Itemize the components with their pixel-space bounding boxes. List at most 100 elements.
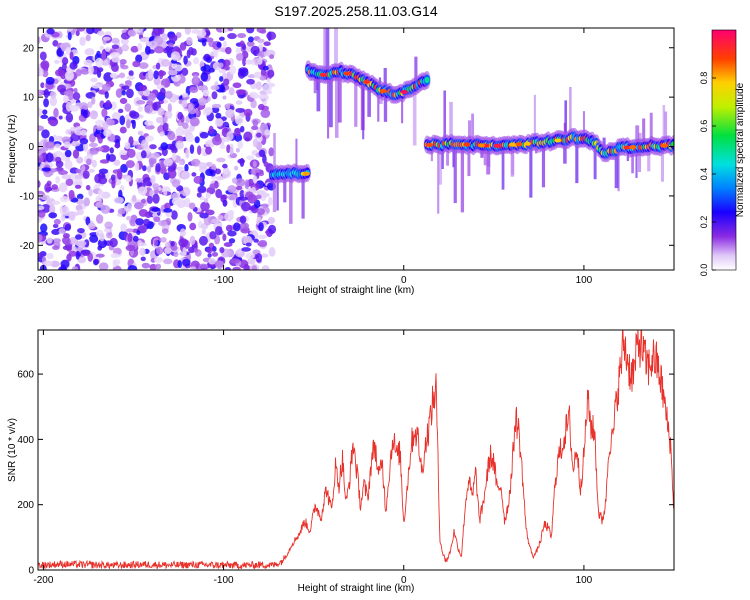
- heatmap-noise-blob: [119, 59, 127, 65]
- heatmap-noise-blob: [153, 216, 161, 223]
- heatmap-noise-blob: [88, 168, 95, 173]
- heatmap-noise-blob: [235, 100, 243, 105]
- heatmap-noise-blob: [44, 183, 52, 193]
- heatmap-noise-blob: [120, 223, 127, 232]
- heatmap-noise-blob: [157, 220, 168, 227]
- heatmap-noise-blob: [111, 112, 122, 121]
- heatmap-noise-blob: [230, 258, 240, 264]
- heatmap-noise-blob: [65, 47, 72, 56]
- heatmap-noise-blob: [62, 233, 70, 239]
- snr-x-tick-label: -200: [33, 575, 53, 586]
- heatmap-noise-blob: [219, 246, 225, 254]
- heatmap-noise-blob: [125, 88, 134, 99]
- heatmap-noise-blob: [242, 56, 247, 67]
- heatmap-noise-blob: [262, 154, 267, 164]
- heatmap-streak: [446, 144, 449, 166]
- snr-x-label: Height of straight line (km): [298, 583, 415, 594]
- heatmap-noise-blob: [38, 234, 43, 242]
- heatmap-noise-blob: [75, 69, 82, 77]
- heatmap-noise-blob: [173, 64, 183, 72]
- heatmap-noise-blob: [71, 181, 82, 186]
- heatmap-noise-blob: [45, 152, 54, 163]
- heatmap-noise-blob: [76, 247, 84, 252]
- heatmap-noise-blob: [112, 259, 118, 268]
- heatmap-noise-blob: [196, 192, 202, 198]
- heatmap-noise-blob: [151, 207, 161, 212]
- heatmap-noise-blob: [89, 234, 99, 243]
- heatmap-noise-blob: [91, 96, 96, 105]
- heatmap-noise-blob: [80, 68, 90, 75]
- heatmap-noise-blob: [111, 37, 120, 44]
- heatmap-noise-blob: [205, 146, 213, 155]
- heatmap-noise-blob: [187, 246, 195, 254]
- heatmap-noise-blob: [256, 28, 266, 34]
- heatmap-noise-blob: [55, 176, 61, 184]
- heatmap-streak: [663, 111, 668, 146]
- heatmap-noise-blob: [79, 36, 86, 46]
- heatmap-noise-blob: [38, 36, 41, 45]
- heatmap-noise-blob: [52, 223, 59, 229]
- heatmap-noise-blob: [235, 115, 244, 125]
- snr-ticks: -200 -100 0 100 0 200 400 600: [17, 330, 674, 586]
- heatmap-streak: [637, 146, 642, 172]
- heatmap-noise-blob: [190, 266, 197, 270]
- heatmap-noise-blob: [212, 245, 217, 252]
- heatmap-noise-blob: [208, 258, 216, 265]
- heatmap-noise-blob: [105, 119, 115, 126]
- heatmap-noise-blob: [163, 258, 173, 265]
- heatmap-noise-blob: [226, 131, 234, 141]
- heatmap-noise-blob: [116, 168, 122, 178]
- heatmap-noise-blob: [85, 184, 91, 191]
- heatmap-noise-blob: [38, 210, 46, 218]
- heatmap-noise-blob: [44, 141, 55, 149]
- heatmap-noise-blob: [111, 56, 121, 63]
- heatmap-noise-blob: [145, 124, 155, 130]
- heatmap-noise-blob: [143, 218, 151, 226]
- heatmap-noise-blob: [198, 235, 208, 246]
- heatmap-noise-blob: [73, 87, 78, 94]
- heatmap-noise-blob: [66, 245, 72, 252]
- heatmap-noise-blob: [152, 28, 163, 35]
- heatmap-y-tick-label: 20: [23, 43, 35, 54]
- heatmap-noise-blob: [155, 163, 161, 173]
- heatmap-noise-blob: [121, 44, 130, 52]
- heatmap-noise-blob: [77, 227, 85, 234]
- heatmap-noise-blob: [205, 192, 211, 199]
- heatmap-noise-blob: [138, 242, 147, 247]
- heatmap-streak: [401, 92, 404, 124]
- heatmap-noise-blob: [68, 189, 75, 200]
- heatmap-streak: [354, 76, 358, 127]
- heatmap-noise-blob: [198, 162, 207, 170]
- heatmap-y-tick-label: 10: [23, 93, 35, 104]
- heatmap-noise-blob: [161, 228, 169, 234]
- colorbar-ticks: 0.0 0.2 0.4 0.6 0.8: [699, 72, 716, 276]
- heatmap-noise-blob: [109, 237, 118, 248]
- heatmap-noise-blob: [239, 189, 245, 199]
- heatmap-noise-blob: [218, 68, 227, 74]
- heatmap-noise-blob: [210, 85, 220, 91]
- heatmap-noise-blob: [237, 248, 242, 254]
- heatmap-noise-blob: [246, 28, 255, 34]
- heatmap-noise-blob: [109, 72, 118, 78]
- heatmap-noise-blob: [188, 202, 196, 210]
- heatmap-noise-blob: [137, 130, 144, 136]
- heatmap-noise-blob: [83, 109, 88, 119]
- heatmap-noise-blob: [99, 45, 104, 51]
- heatmap-noise-blob: [147, 92, 156, 102]
- heatmap-noise-blob: [136, 230, 141, 235]
- heatmap-streak: [335, 72, 339, 138]
- heatmap-noise-blob: [205, 56, 213, 63]
- heatmap-noise-blob: [139, 247, 146, 256]
- heatmap-noise-blob: [259, 75, 267, 81]
- heatmap-noise-blob: [97, 176, 108, 185]
- heatmap-noise-blob: [76, 193, 84, 200]
- heatmap-hotspot: [515, 142, 523, 147]
- heatmap-noise-blob: [203, 197, 209, 203]
- heatmap-noise-blob: [58, 115, 63, 120]
- heatmap-x-label: Height of straight line (km): [298, 285, 415, 296]
- heatmap-noise-blob: [140, 256, 146, 262]
- heatmap-noise-blob: [111, 63, 119, 72]
- heatmap-noise-blob: [163, 158, 173, 167]
- heatmap-noise-blob: [239, 215, 247, 224]
- heatmap-noise-blob: [193, 57, 200, 65]
